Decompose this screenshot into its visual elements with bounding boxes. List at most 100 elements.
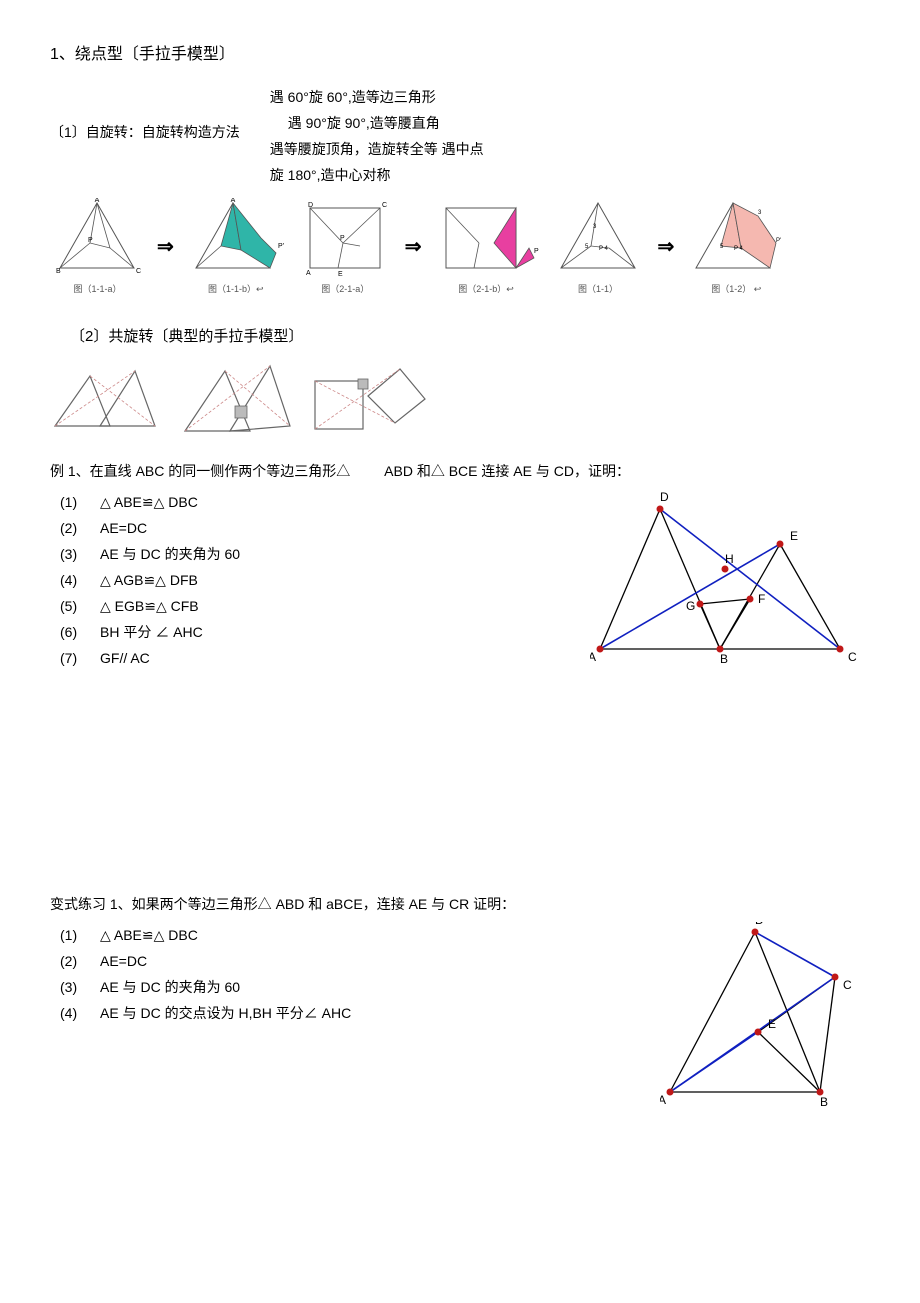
- diagram-2-1-b: P' 图（2-1-b）↩: [434, 198, 539, 295]
- method-lines: 遇 60°旋 60°,造等边三角形 遇 90°旋 90°,造等腰直角 遇等腰旋顶…: [270, 84, 484, 188]
- svg-text:P': P': [776, 238, 781, 244]
- method-line-1: 遇 60°旋 60°,造等边三角形: [270, 84, 484, 110]
- list-item: (1)△ ABE≌△ DBC: [60, 489, 590, 515]
- arrow-icon: ⇒: [157, 234, 174, 259]
- list-text: AE 与 DC 的夹角为 60: [100, 974, 240, 1000]
- variant-1: 变式练习 1、如果两个等边三角形△ ABD 和 aBCE，连接 AE 与 CR …: [50, 894, 870, 1117]
- list-item: (7)GF// AC: [60, 645, 590, 671]
- triangle-filled-icon: 3 P' P 4 5: [686, 198, 786, 278]
- svg-text:B: B: [720, 652, 728, 666]
- arrow-icon: ⇒: [658, 234, 675, 259]
- intro-b: ABD 和△ BCE 连接 AE 与 CD，证明：: [384, 463, 630, 479]
- list-text: AE 与 DC 的夹角为 60: [100, 541, 240, 567]
- list-item: (3)AE 与 DC 的夹角为 60: [60, 541, 590, 567]
- method-label: 〔1〕自旋转：自旋转构造方法: [50, 122, 240, 142]
- list-text: AE=DC: [100, 948, 147, 974]
- svg-text:P: P: [88, 237, 93, 244]
- square-icon: D C A E P: [298, 198, 393, 278]
- figure-1: ABCDEGFH: [590, 489, 870, 674]
- svg-text:3: 3: [758, 210, 762, 216]
- list-num: (4): [60, 567, 100, 593]
- caption-5: 图（1-1）: [578, 282, 618, 295]
- list-text: GF// AC: [100, 645, 150, 671]
- list-num: (3): [60, 541, 100, 567]
- svg-text:3: 3: [593, 224, 597, 230]
- svg-text:P 4: P 4: [734, 246, 744, 252]
- caption-6: 图（1-2） ↩: [711, 282, 761, 295]
- method-block: 〔1〕自旋转：自旋转构造方法 遇 60°旋 60°,造等边三角形 遇 90°旋 …: [50, 84, 870, 188]
- caption-4: 图（2-1-b）↩: [458, 282, 514, 295]
- svg-text:G: G: [686, 599, 695, 613]
- svg-text:A: A: [230, 198, 235, 204]
- list-item: (2)AE=DC: [60, 515, 590, 541]
- list-num: (6): [60, 619, 100, 645]
- caption-3: 图（2-1-a）: [321, 282, 369, 295]
- list-item: (6)BH 平分 ∠ AHC: [60, 619, 590, 645]
- svg-text:B: B: [820, 1095, 828, 1109]
- svg-text:P': P': [534, 248, 539, 255]
- list-item: (4)△ AGB≌△ DFB: [60, 567, 590, 593]
- sketch-overlap-icon: [175, 361, 295, 441]
- diagram-1-2: 3 P' P 4 5 图（1-2） ↩: [686, 198, 786, 295]
- list-item: (3)AE 与 DC 的夹角为 60: [60, 974, 660, 1000]
- caption-2: 图（1-1-b）↩: [208, 282, 264, 295]
- triangle-icon: 5 P 4 3: [551, 198, 646, 278]
- diagram-1-1: 5 P 4 3 图（1-1）: [551, 198, 646, 295]
- list-item: (4)AE 与 DC 的交点设为 H,BH 平分∠ AHC: [60, 1000, 660, 1026]
- svg-text:C: C: [382, 202, 387, 209]
- caption-1: 图（1-1-a）: [73, 282, 121, 295]
- variant-1-intro: 变式练习 1、如果两个等边三角形△ ABD 和 aBCE，连接 AE 与 CR …: [50, 894, 870, 914]
- svg-text:E: E: [790, 529, 798, 543]
- sketch-squares-icon: [310, 361, 430, 436]
- list-text: △ ABE≌△ DBC: [100, 922, 198, 948]
- svg-text:A: A: [306, 270, 311, 277]
- list-num: (2): [60, 515, 100, 541]
- list-text: AE 与 DC 的交点设为 H,BH 平分∠ AHC: [100, 1000, 351, 1026]
- svg-text:D: D: [755, 922, 764, 927]
- svg-text:E: E: [338, 271, 343, 278]
- svg-text:F: F: [758, 592, 765, 606]
- svg-text:C: C: [848, 650, 857, 664]
- diagram-row: A B C P 图（1-1-a） ⇒ A P' 图（1-1-b）↩ D C A: [50, 198, 870, 295]
- list-num: (1): [60, 922, 100, 948]
- list-num: (4): [60, 1000, 100, 1026]
- svg-text:H: H: [725, 552, 734, 566]
- svg-text:E: E: [768, 1017, 776, 1031]
- svg-text:A: A: [590, 650, 596, 664]
- list-num: (2): [60, 948, 100, 974]
- list-num: (7): [60, 645, 100, 671]
- triangle-filled-icon: A P': [186, 198, 286, 278]
- svg-text:C: C: [843, 978, 852, 992]
- method-line-4: 旋 180°,造中心对称: [270, 162, 484, 188]
- example-1-list: (1)△ ABE≌△ DBC (2)AE=DC (3)AE 与 DC 的夹角为 …: [60, 489, 590, 671]
- list-text: BH 平分 ∠ AHC: [100, 619, 203, 645]
- list-text: △ EGB≌△ CFB: [100, 593, 199, 619]
- method-line-3: 遇等腰旋顶角，造旋转全等 遇中点: [270, 136, 484, 162]
- svg-text:A: A: [95, 198, 100, 204]
- diagram-1-1-b: A P' 图（1-1-b）↩: [186, 198, 286, 295]
- triangle-icon: A B C P: [50, 198, 145, 278]
- list-num: (5): [60, 593, 100, 619]
- svg-text:D: D: [308, 202, 313, 209]
- list-item: (2)AE=DC: [60, 948, 660, 974]
- list-num: (3): [60, 974, 100, 1000]
- method-line-2: 遇 90°旋 90°,造等腰直角: [288, 110, 484, 136]
- list-item: (5)△ EGB≌△ CFB: [60, 593, 590, 619]
- page-title: 1、绕点型〔手拉手模型〕: [50, 40, 870, 64]
- list-text: △ AGB≌△ DFB: [100, 567, 198, 593]
- list-text: △ ABE≌△ DBC: [100, 489, 198, 515]
- diagram-2-1-a: D C A E P 图（2-1-a）: [298, 198, 393, 295]
- svg-text:P: P: [340, 235, 345, 242]
- list-num: (1): [60, 489, 100, 515]
- square-filled-icon: P': [434, 198, 539, 278]
- list-text: AE=DC: [100, 515, 147, 541]
- svg-text:P 4: P 4: [599, 246, 609, 252]
- sketch-row: [50, 361, 870, 441]
- sketch-triangles-icon: [50, 361, 160, 436]
- list-item: (1)△ ABE≌△ DBC: [60, 922, 660, 948]
- arrow-icon: ⇒: [405, 234, 422, 259]
- svg-text:C: C: [136, 268, 141, 275]
- subtitle-2: 〔2〕共旋转〔典型的手拉手模型〕: [70, 325, 870, 346]
- svg-text:A: A: [660, 1093, 666, 1107]
- example-1-intro: 例 1、在直线 ABC 的同一侧作两个等边三角形△ ABD 和△ BCE 连接 …: [50, 461, 870, 481]
